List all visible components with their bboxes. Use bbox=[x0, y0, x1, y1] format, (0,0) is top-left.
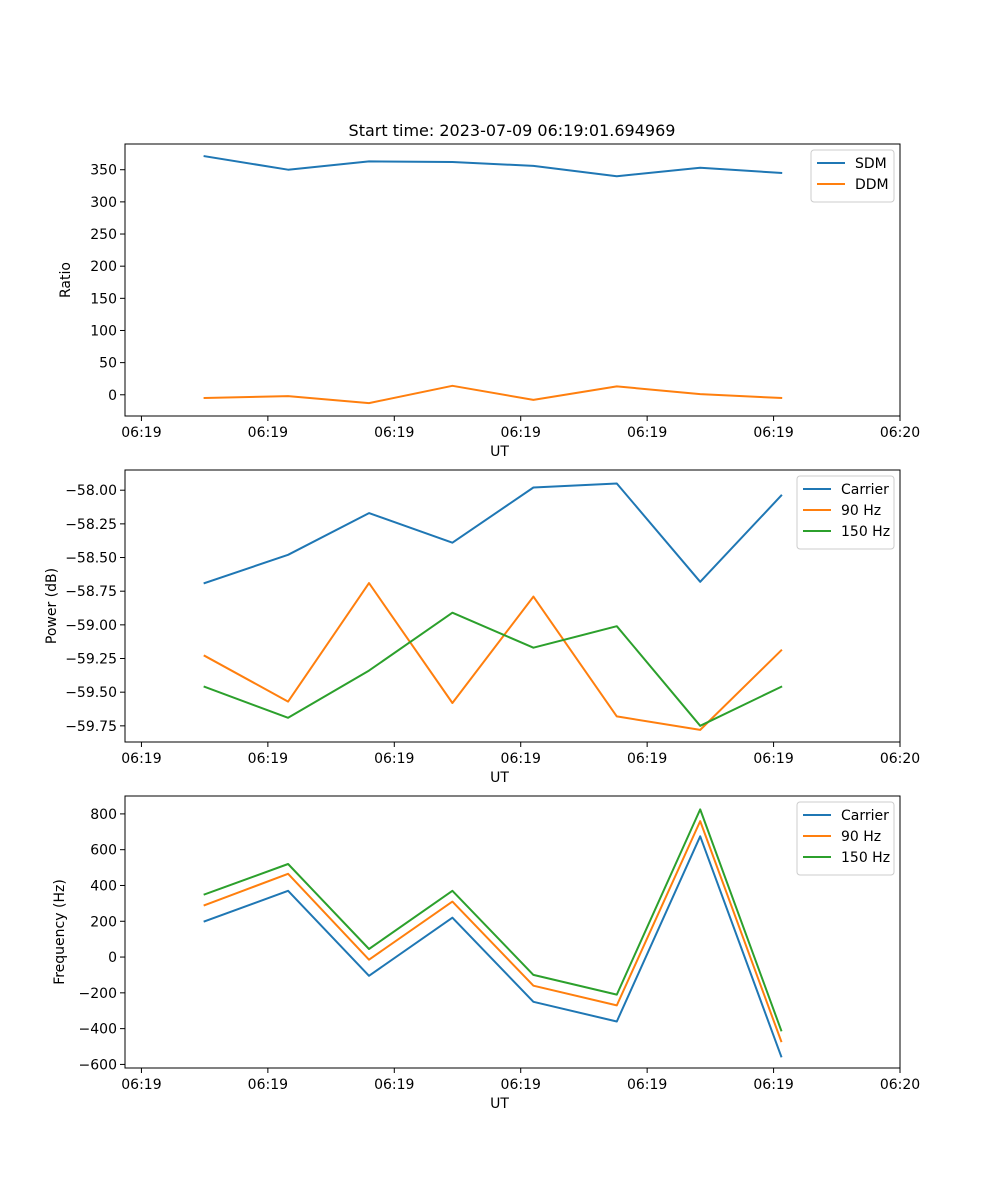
power-x-tick-label: 06:19 bbox=[374, 751, 414, 767]
power-series-150-hz-line bbox=[203, 611, 783, 727]
ratio-y-tick-label: 250 bbox=[90, 227, 117, 243]
frequency-panel: 06:19 06:19 06:19 06:19 06:19 06:19 06:20 −600 −… bbox=[52, 795, 920, 1112]
frequency-y-axis-label: Frequency (Hz) bbox=[52, 879, 68, 985]
frequency-x-tick-label: 06:19 bbox=[248, 1077, 288, 1093]
power-panel: 06:19 06:19 06:19 06:19 06:19 06:19 06:20 −59.7… bbox=[44, 469, 920, 786]
ratio-legend: SDM DDM bbox=[810, 149, 895, 203]
frequency-x-tick-label: 06:19 bbox=[753, 1077, 793, 1093]
power-series-carrier-line bbox=[203, 482, 783, 585]
ratio-x-axis-label: UT bbox=[490, 444, 509, 460]
power-x-tick-label: 06:19 bbox=[121, 751, 161, 767]
ratio-y-tick-label: 100 bbox=[90, 323, 117, 339]
power-y-tick-label: −58.50 bbox=[65, 551, 117, 567]
frequency-y-tick-label: −200 bbox=[79, 986, 117, 1002]
ratio-x-tick-label: 06:19 bbox=[248, 425, 288, 441]
frequency-series-150-hz-line bbox=[203, 808, 783, 1032]
power-x-tick-label: 06:19 bbox=[627, 751, 667, 767]
ratio-x-tick-label: 06:19 bbox=[753, 425, 793, 441]
ratio-series-sdm-line bbox=[203, 155, 783, 178]
ratio-legend-label-ddm: DDM bbox=[855, 177, 889, 193]
power-y-tick-label: −58.75 bbox=[65, 584, 117, 600]
power-x-tick-label: 06:19 bbox=[753, 751, 793, 767]
chart-title: Start time: 2023-07-09 06:19:01.694969 bbox=[349, 121, 676, 140]
frequency-y-tick-label: 0 bbox=[108, 950, 117, 966]
ratio-y-tick-label: 350 bbox=[90, 163, 117, 179]
power-y-tick-label: −58.25 bbox=[65, 517, 117, 533]
ratio-x-tick-label: 06:19 bbox=[627, 425, 667, 441]
power-legend-label-90-hz: 90 Hz bbox=[841, 503, 881, 519]
frequency-x-axis-label: UT bbox=[490, 1096, 509, 1112]
power-y-tick-label: −59.50 bbox=[65, 685, 117, 701]
ratio-y-axis-label: Ratio bbox=[58, 262, 74, 298]
frequency-legend: Carrier 90 Hz 150 Hz bbox=[796, 801, 895, 876]
ratio-y-tick-label: 200 bbox=[90, 259, 117, 275]
ratio-x-tick-label: 06:19 bbox=[374, 425, 414, 441]
power-legend-label-150-hz: 150 Hz bbox=[841, 524, 890, 540]
power-y-tick-label: −59.75 bbox=[65, 719, 117, 735]
frequency-x-tick-label: 06:20 bbox=[880, 1077, 920, 1093]
frequency-legend-label-carrier: Carrier bbox=[841, 808, 889, 824]
power-x-tick-label: 06:19 bbox=[501, 751, 541, 767]
frequency-y-tick-label: 200 bbox=[90, 914, 117, 930]
frequency-axes-frame bbox=[124, 795, 901, 1069]
power-axes-frame bbox=[124, 469, 901, 743]
ratio-legend-label-sdm: SDM bbox=[855, 156, 887, 172]
ratio-y-tick-label: 150 bbox=[90, 291, 117, 307]
frequency-x-tick-label: 06:19 bbox=[121, 1077, 161, 1093]
ratio-y-tick-label: 300 bbox=[90, 195, 117, 211]
frequency-series-carrier-line bbox=[203, 835, 783, 1058]
frequency-x-tick-label: 06:19 bbox=[627, 1077, 667, 1093]
frequency-y-tick-label: −600 bbox=[79, 1057, 117, 1073]
ratio-x-tick-label: 06:19 bbox=[121, 425, 161, 441]
power-y-tick-label: −59.25 bbox=[65, 652, 117, 668]
ratio-x-tick-label: 06:19 bbox=[501, 425, 541, 441]
frequency-x-tick-label: 06:19 bbox=[374, 1077, 414, 1093]
frequency-y-tick-label: −400 bbox=[79, 1022, 117, 1038]
ratio-series-ddm-line bbox=[203, 384, 783, 405]
frequency-x-tick-label: 06:19 bbox=[501, 1077, 541, 1093]
frequency-y-tick-label: 800 bbox=[90, 807, 117, 823]
ratio-y-tick-label: 50 bbox=[99, 356, 117, 372]
ratio-panel: 06:19 06:19 06:19 06:19 06:19 06:19 06:20 0 50 10… bbox=[58, 143, 920, 460]
power-series-90-hz-line bbox=[203, 582, 783, 731]
frequency-y-tick-label: 600 bbox=[90, 843, 117, 859]
power-legend: Carrier 90 Hz 150 Hz bbox=[796, 475, 895, 550]
ratio-axes-frame bbox=[124, 143, 901, 417]
power-y-tick-label: −58.00 bbox=[65, 483, 117, 499]
frequency-legend-label-90-hz: 90 Hz bbox=[841, 829, 881, 845]
power-y-axis-label: Power (dB) bbox=[44, 568, 60, 644]
power-x-tick-label: 06:20 bbox=[880, 751, 920, 767]
ratio-y-tick-label: 0 bbox=[108, 388, 117, 404]
power-x-tick-label: 06:19 bbox=[248, 751, 288, 767]
frequency-y-tick-label: 400 bbox=[90, 878, 117, 894]
power-legend-label-carrier: Carrier bbox=[841, 482, 889, 498]
frequency-series-90-hz-line bbox=[203, 820, 783, 1043]
power-y-tick-label: −59.00 bbox=[65, 618, 117, 634]
ratio-x-tick-label: 06:20 bbox=[880, 425, 920, 441]
frequency-legend-label-150-hz: 150 Hz bbox=[841, 850, 890, 866]
power-x-axis-label: UT bbox=[490, 770, 509, 786]
